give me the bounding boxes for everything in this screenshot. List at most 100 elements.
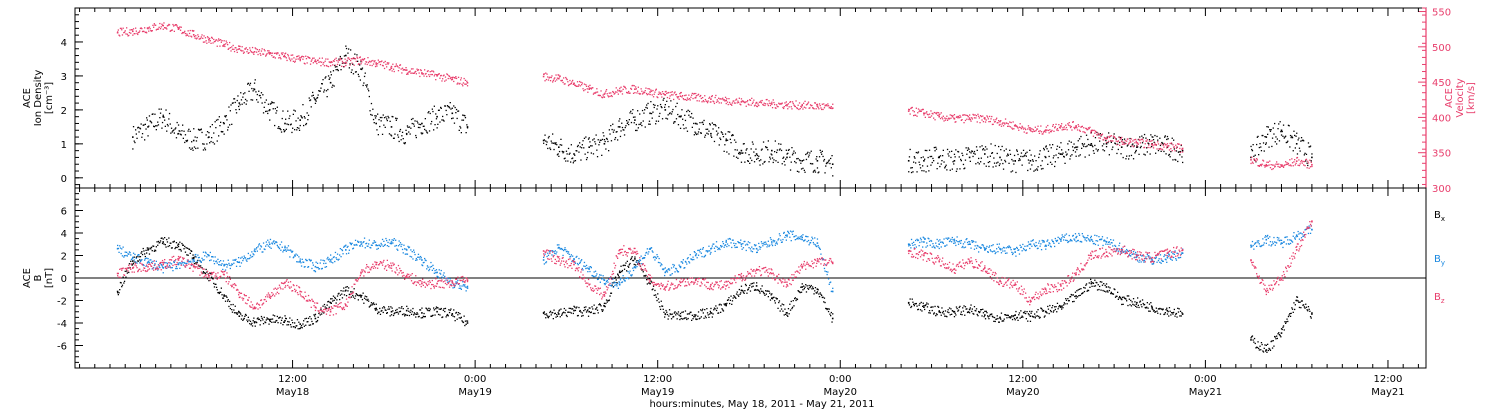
b-bx-point [668, 309, 671, 311]
velocity-point [1079, 130, 1081, 132]
density-point [776, 151, 778, 154]
density-point [1126, 145, 1128, 147]
b-bx-point [676, 318, 678, 320]
b-bx-point [375, 303, 377, 305]
b-bx-point [828, 308, 830, 310]
density-point [1112, 137, 1115, 139]
density-point [675, 118, 678, 120]
b-by-point [410, 256, 413, 258]
density-point [208, 136, 210, 138]
b-by-point [351, 242, 353, 244]
velocity-point [1260, 163, 1262, 166]
b-bx-point [985, 310, 987, 312]
density-point [925, 171, 927, 173]
b-by-point [238, 257, 240, 259]
velocity-point [598, 94, 600, 96]
density-point [715, 130, 718, 132]
b-by-point [359, 245, 361, 247]
density-point [963, 168, 965, 170]
b-bx-point [918, 304, 920, 306]
density-point [377, 113, 379, 115]
density-point [1094, 137, 1097, 139]
b-by-point [203, 259, 205, 261]
density-point [256, 93, 258, 96]
b-bx-point [928, 310, 931, 312]
density-point [435, 118, 438, 120]
density-point [760, 159, 762, 161]
b-bx-point [1152, 308, 1154, 311]
velocity-point [830, 107, 832, 109]
density-point [1124, 142, 1126, 144]
velocity-point [708, 97, 710, 99]
velocity-point [695, 95, 698, 97]
velocity-point [571, 81, 573, 83]
velocity-point [999, 120, 1001, 123]
density-point [916, 171, 918, 173]
velocity-point [1117, 141, 1119, 143]
density-point [648, 123, 650, 125]
b-bx-point [251, 322, 253, 324]
b-by-point [172, 270, 174, 272]
velocity-point [753, 99, 755, 101]
b-bx-point [614, 277, 616, 279]
b-bx-point [1054, 306, 1056, 308]
density-point [774, 140, 776, 142]
b-bx-point [984, 318, 987, 320]
b-bx-point [224, 300, 227, 302]
b-bx-point [1036, 311, 1038, 313]
density-point [305, 122, 308, 125]
b-bx-point [1168, 307, 1171, 309]
density-point [690, 116, 692, 118]
velocity-point [650, 90, 653, 92]
b-bx-point [814, 287, 817, 289]
velocity-point [1058, 126, 1061, 128]
velocity-point [424, 73, 426, 75]
b-bx-point [580, 311, 582, 313]
b-bx-point [1253, 341, 1255, 343]
b-bx-point [435, 306, 438, 308]
velocity-point [1262, 159, 1264, 161]
b-by-point [257, 246, 259, 248]
velocity-point [1072, 121, 1074, 123]
b-bx-point [312, 323, 314, 325]
density-point [437, 123, 439, 125]
density-point [1272, 127, 1274, 129]
b-by-point [224, 269, 227, 271]
b-bx-point [184, 251, 187, 253]
density-point [1099, 140, 1101, 142]
density-point [726, 139, 729, 141]
density-point [1177, 151, 1180, 153]
b-bx-point [346, 286, 348, 288]
b-bx-point [1092, 282, 1095, 284]
velocity-point [1300, 159, 1303, 162]
density-point [561, 144, 563, 146]
density-point [161, 127, 163, 129]
density-point [1267, 133, 1269, 135]
b-bx-point [548, 315, 550, 317]
density-point [585, 136, 587, 138]
b-bx-point [382, 311, 384, 314]
velocity-point [791, 101, 794, 103]
b-bx-point [715, 305, 717, 307]
density-point [1078, 155, 1080, 157]
density-point [452, 117, 454, 119]
density-point [250, 99, 252, 101]
velocity-point [939, 117, 942, 120]
b-bx-point [1029, 320, 1032, 322]
b-by-point [322, 259, 324, 261]
density-point [939, 165, 941, 168]
velocity-point [1065, 124, 1067, 126]
y-tick-label: -4 [57, 319, 67, 330]
density-point [945, 164, 947, 166]
b-by-point [280, 249, 282, 251]
velocity-point [821, 103, 823, 105]
density-point [1012, 160, 1014, 162]
density-point [1105, 139, 1107, 142]
b-by-point [226, 266, 228, 268]
b-bx-point [992, 316, 994, 318]
density-point [280, 129, 282, 131]
b-bx-point [419, 309, 421, 311]
velocity-point [464, 79, 467, 81]
velocity-point [1255, 160, 1257, 162]
b-bx-point [608, 299, 610, 301]
